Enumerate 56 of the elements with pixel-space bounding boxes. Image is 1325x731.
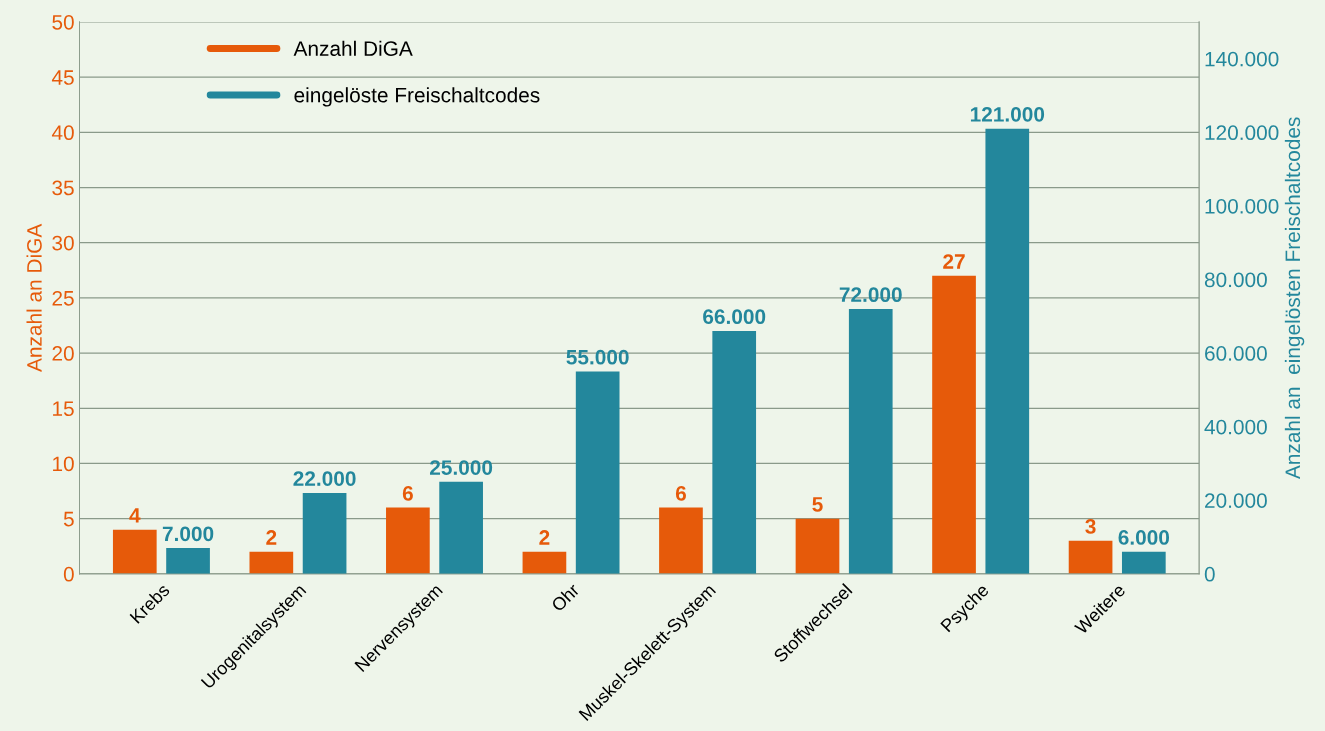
y2-tick-label: 40.000 (1204, 419, 1267, 435)
bar (522, 551, 567, 574)
bar (1121, 551, 1166, 574)
bar (575, 371, 620, 574)
data-label: 5 (812, 497, 823, 512)
y2-axis-title: Anzahl an eingelösten Freischaltcodes (1284, 117, 1305, 480)
data-label: 66.000 (703, 309, 766, 325)
legend-label: Anzahl DiGA (293, 40, 413, 56)
bar (112, 529, 157, 574)
y-tick-label: 35 (52, 180, 74, 196)
bar (249, 551, 294, 574)
bar (932, 275, 976, 574)
x-tick-label: Ohr (550, 582, 581, 613)
data-label: 7.000 (162, 526, 214, 542)
bar (659, 507, 703, 574)
data-label: 22.000 (293, 471, 356, 486)
y2-tick-label: 0 (1204, 566, 1215, 582)
bar (848, 308, 893, 574)
bar (302, 492, 347, 574)
legend-label: eingelöste Freischaltcodes (294, 87, 540, 107)
y2-tick-label: 80.000 (1204, 272, 1267, 288)
y-tick-label: 10 (53, 456, 74, 472)
data-label: 4 (129, 508, 141, 523)
y-tick-label: 30 (52, 235, 74, 251)
bar (712, 331, 757, 574)
data-label: 6 (675, 485, 686, 501)
data-label: 2 (539, 530, 550, 545)
y-tick-label: 40 (51, 125, 74, 141)
bar (795, 518, 840, 574)
y-tick-label: 45 (51, 70, 74, 85)
bar (985, 128, 1030, 574)
data-label: 72.000 (839, 287, 902, 303)
y2-tick-label: 20.000 (1205, 493, 1267, 508)
bar (386, 507, 430, 574)
y-tick-label: 25 (52, 290, 74, 306)
data-label: 121.000 (970, 106, 1045, 122)
data-label: 6.000 (1118, 530, 1170, 545)
y2-tick-label: 100.000 (1205, 198, 1279, 214)
y-tick-label: 50 (52, 14, 74, 30)
y-tick-label: 0 (63, 566, 74, 582)
data-label: 6 (402, 485, 413, 501)
y2-tick-label: 60.000 (1205, 346, 1267, 361)
data-label: 2 (266, 530, 277, 545)
bar (439, 481, 483, 574)
y2-tick-label: 140.000 (1205, 51, 1279, 67)
y-axis-title: Anzahl an DiGA (26, 223, 42, 372)
y2-tick-label: 120.000 (1205, 125, 1279, 141)
y-tick-label: 20 (52, 346, 74, 361)
data-label: 27 (943, 254, 965, 269)
y-tick-label: 5 (63, 511, 74, 527)
y-tick-label: 15 (53, 401, 74, 417)
bar (1068, 540, 1113, 574)
data-label: 55.000 (566, 349, 629, 365)
bar (166, 548, 210, 574)
data-label: 3 (1085, 519, 1096, 534)
data-label: 25.000 (429, 460, 493, 475)
